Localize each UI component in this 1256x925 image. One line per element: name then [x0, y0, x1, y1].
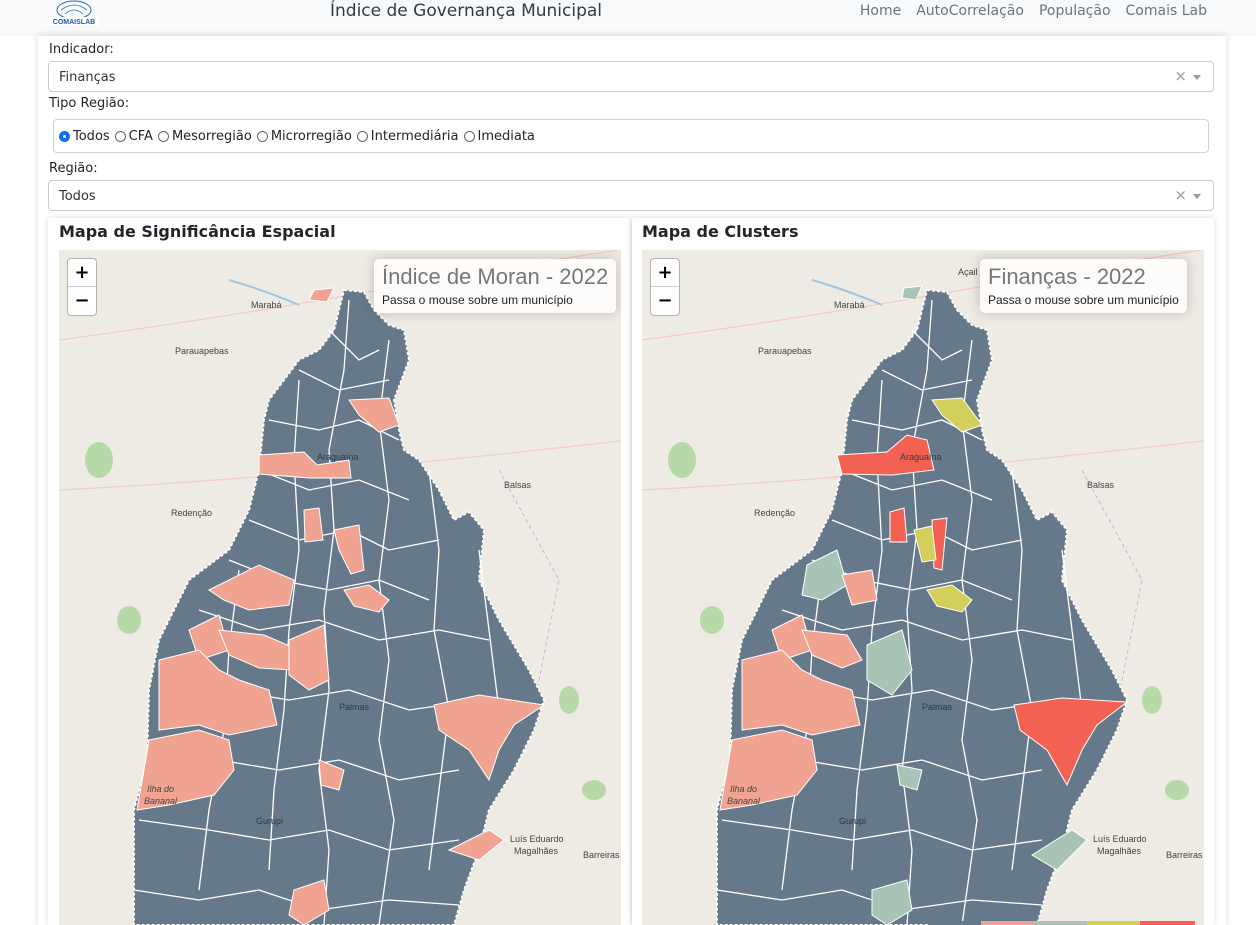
city-label-bananal: Bananal: [727, 796, 761, 806]
legend-swatch-significant: [981, 921, 1034, 925]
radio-selected-icon[interactable]: [59, 130, 70, 142]
radio-label: CFA: [128, 128, 153, 144]
city-label-barreiras: Barreiras: [1166, 850, 1203, 860]
radio-icon[interactable]: [114, 130, 126, 142]
city-label-redencao: Redenção: [171, 508, 213, 518]
city-label-magalhaes: Magalhães: [1097, 846, 1142, 856]
city-label-balsas: Balsas: [504, 480, 532, 490]
city-label-balsas: Balsas: [1087, 480, 1115, 490]
nav-link-populacao[interactable]: População: [1038, 3, 1111, 19]
city-label-parauapebas: Parauapebas: [758, 346, 812, 356]
city-label-ilha-do: Ilha do: [730, 784, 758, 794]
city-label-luis-eduardo: Luís Eduardo: [1093, 834, 1147, 844]
radio-mesorregiao[interactable]: Mesorregião: [157, 128, 252, 144]
significant-municipalities[interactable]: [719, 569, 878, 811]
municipality-borders: [716, 299, 1083, 925]
legend-swatch-low-high: [1087, 921, 1140, 925]
logo-text: COMAISLAB: [53, 19, 95, 26]
clear-icon[interactable]: ×: [1174, 186, 1187, 204]
regiao-select[interactable]: Todos ×: [48, 180, 1214, 211]
clusters-map-title: Mapa de Clusters: [642, 222, 799, 241]
tocantins-state[interactable]: [133, 288, 546, 925]
city-label-araguaina: Araguaína: [900, 452, 942, 462]
radio-label: Microrregião: [270, 128, 352, 144]
radio-microrregiao[interactable]: Microrregião: [256, 128, 352, 144]
nav-links: Home AutoCorrelação População Comais Lab: [860, 3, 1207, 19]
significance-map-title: Mapa de Significância Espacial: [59, 222, 336, 241]
radio-icon[interactable]: [356, 130, 368, 142]
city-label-parauapebas: Parauapebas: [175, 346, 229, 356]
city-label-palmas: Palmas: [922, 702, 953, 712]
indicador-label: Indicador:: [49, 42, 114, 57]
radio-label: Mesorregião: [171, 128, 252, 144]
zoom-control: + −: [67, 258, 97, 316]
city-label-maraba: Marabá: [251, 300, 282, 310]
chevron-down-icon[interactable]: [1193, 75, 1201, 80]
city-label-maraba: Marabá: [834, 300, 865, 310]
navbar: COMAISLAB Índice de Governança Municipal…: [0, 0, 1256, 36]
radio-label: Imediata: [477, 128, 535, 144]
clear-icon[interactable]: ×: [1174, 67, 1187, 85]
zoom-in-button[interactable]: +: [651, 259, 679, 287]
nav-link-comais-lab[interactable]: Comais Lab: [1125, 3, 1207, 19]
comaislab-logo[interactable]: COMAISLAB: [47, 0, 101, 27]
chevron-down-icon[interactable]: [1193, 194, 1201, 199]
radio-imediata[interactable]: Imediata: [463, 128, 535, 144]
zoom-out-button[interactable]: −: [74, 290, 90, 311]
info-panel: Finanças - 2022 Passa o mouse sobre um m…: [980, 259, 1187, 313]
city-label-gurupi: Gurupi: [256, 816, 284, 826]
city-label-barreiras: Barreiras: [583, 850, 620, 860]
high-high-municipalities[interactable]: [836, 434, 1129, 787]
zoom-control: + −: [650, 258, 680, 316]
city-label-acailandia: Açail: [958, 267, 978, 277]
info-subtitle: Passa o mouse sobre um município: [988, 293, 1179, 307]
city-label-gurupi: Gurupi: [839, 816, 867, 826]
tipo-regiao-radio-group: Todos CFA Mesorregião Microrregião Inter…: [53, 119, 1209, 153]
zoom-in-button[interactable]: +: [68, 259, 96, 287]
page-title: Índice de Governança Municipal: [330, 1, 603, 21]
city-label-bananal: Bananal: [144, 796, 178, 806]
radio-label: Intermediária: [370, 128, 459, 144]
tipo-regiao-label: Tipo Região:: [49, 96, 130, 111]
radio-cfa[interactable]: CFA: [114, 128, 153, 144]
info-title: Finanças - 2022: [988, 264, 1146, 289]
info-subtitle: Passa o mouse sobre um município: [382, 293, 573, 307]
significant-municipalities[interactable]: [136, 287, 546, 925]
clusters-map-svg[interactable]: [642, 250, 1204, 925]
clusters-map[interactable]: Marabá Parauapebas Redenção Balsas Aragu…: [642, 250, 1204, 925]
legend-swatch-not-significant: [928, 921, 981, 925]
regiao-label: Região:: [49, 161, 98, 176]
regiao-value: Todos: [59, 189, 96, 204]
significance-map-svg[interactable]: [59, 250, 621, 925]
city-label-magalhaes: Magalhães: [514, 846, 559, 856]
low-high-municipalities[interactable]: [913, 397, 983, 613]
city-label-luis-eduardo: Luís Eduardo: [510, 834, 564, 844]
indicador-value: Finanças: [59, 70, 116, 85]
nav-link-autocorrelacao[interactable]: AutoCorrelação: [916, 3, 1024, 19]
city-label-araguaina: Araguaína: [317, 452, 359, 462]
significance-map[interactable]: Marabá Parauapebas Redenção Balsas Aragu…: [59, 250, 621, 925]
legend-swatch-low-low: [1034, 921, 1087, 925]
low-low-municipalities[interactable]: [801, 285, 1088, 925]
zoom-out-button[interactable]: −: [657, 290, 673, 311]
info-title: Índice de Moran - 2022: [382, 264, 609, 289]
city-label-palmas: Palmas: [339, 702, 370, 712]
indicador-select[interactable]: Finanças ×: [48, 61, 1214, 92]
city-label-ilha-do: Ilha do: [147, 784, 175, 794]
radio-label: Todos: [73, 128, 110, 144]
radio-icon[interactable]: [157, 130, 169, 142]
nav-link-home[interactable]: Home: [859, 3, 902, 19]
legend-swatch-high-high: [1140, 921, 1195, 925]
info-panel: Índice de Moran - 2022 Passa o mouse sob…: [374, 259, 617, 313]
radio-todos[interactable]: Todos: [59, 129, 110, 144]
radio-icon[interactable]: [256, 130, 268, 142]
tocantins-state[interactable]: [716, 288, 1129, 925]
radio-intermediaria[interactable]: Intermediária: [356, 128, 459, 144]
city-label-redencao: Redenção: [754, 508, 796, 518]
radio-icon[interactable]: [463, 130, 475, 142]
